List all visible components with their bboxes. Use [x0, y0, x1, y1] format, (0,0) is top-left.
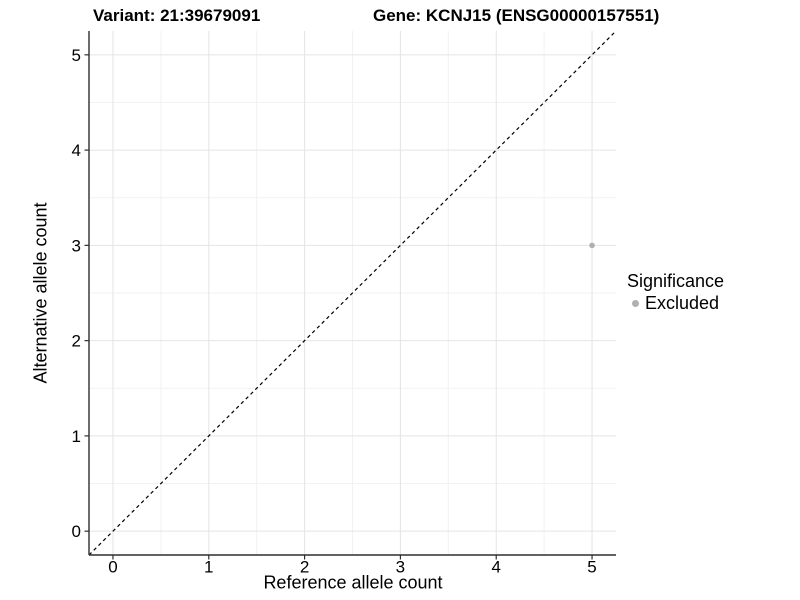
- y-tick-label: 1: [72, 427, 81, 446]
- x-tick-label: 0: [108, 558, 117, 577]
- x-tick-label: 3: [396, 558, 405, 577]
- y-tick-label: 5: [72, 46, 81, 65]
- legend-item-excluded: Excluded: [627, 293, 724, 314]
- x-tick-label: 5: [587, 558, 596, 577]
- legend-item-label: Excluded: [645, 293, 720, 313]
- y-tick-label: 0: [72, 522, 81, 541]
- y-tick-label: 4: [72, 141, 81, 160]
- y-tick-label: 3: [72, 236, 81, 255]
- x-axis-title: Reference allele count: [263, 572, 443, 593]
- y-tick-label: 2: [72, 332, 81, 351]
- identity-line: [88, 30, 617, 556]
- variant-title: Variant: 21:39679091: [93, 6, 261, 25]
- data-point: [589, 242, 595, 249]
- x-tick-label: 1: [204, 558, 213, 577]
- gene-title: Gene: KCNJ15 (ENSG00000157551): [373, 6, 660, 25]
- x-tick-label: 4: [491, 558, 500, 577]
- legend-point-icon: [632, 300, 639, 307]
- x-tick-label: 2: [300, 558, 309, 577]
- y-axis-title: Alternative allele count: [30, 202, 51, 384]
- legend-title: Significance: [627, 271, 725, 291]
- legend: Significance Excluded: [627, 271, 724, 314]
